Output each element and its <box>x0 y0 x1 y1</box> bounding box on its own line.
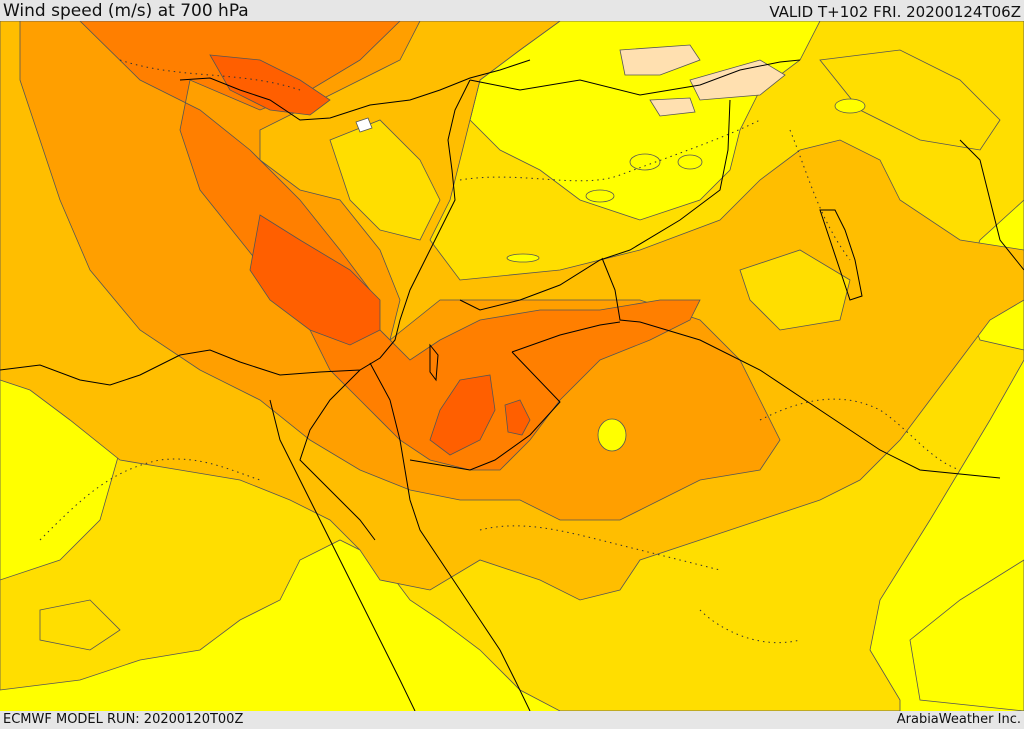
band-1-southeast-patch <box>909 559 1024 711</box>
light-patch-1 <box>619 44 701 76</box>
jordan-border <box>409 321 621 471</box>
white-patch <box>355 117 373 133</box>
wind-speed-map <box>0 21 1024 711</box>
band-2-island-3 <box>739 249 851 331</box>
jordan-saudi-border <box>601 257 1001 479</box>
red-sea-east-coast <box>404 469 531 711</box>
map-title: Wind speed (m/s) at 700 hPa <box>3 1 249 21</box>
dotted-contours <box>39 59 961 644</box>
band-6-area-3 <box>504 399 531 436</box>
yellow-blob-2 <box>629 153 661 171</box>
band-2-west-patch <box>39 599 121 651</box>
turkey-syria-border <box>469 59 801 96</box>
valid-time-label: VALID T+102 FRI. 20200124T06Z <box>769 3 1021 21</box>
coastline-turkey <box>179 59 531 121</box>
yellow-blob-3 <box>677 154 703 170</box>
band-6-area-2 <box>429 374 496 456</box>
syria-iraq-border <box>459 99 731 311</box>
east-coast <box>959 139 1024 271</box>
model-run-label: ECMWF MODEL RUN: 20200120T00Z <box>3 712 244 727</box>
band-6-area-4 <box>209 54 331 116</box>
yellow-blob-6 <box>506 253 540 263</box>
footer-bar: ECMWF MODEL RUN: 20200120T00Z ArabiaWeat… <box>0 711 1024 729</box>
dead-sea-outline <box>429 343 439 382</box>
red-sea-west-coast <box>269 399 416 711</box>
band-2-island-2 <box>819 49 1001 151</box>
borders <box>0 59 1024 711</box>
sinai-border <box>369 362 406 471</box>
credit-label: ArabiaWeather Inc. <box>896 712 1021 727</box>
light-patch-3 <box>649 97 696 117</box>
band-2-island-1 <box>329 119 441 241</box>
gulf-coast <box>819 209 863 301</box>
light-patch-2 <box>689 59 786 101</box>
band-6-area-1 <box>249 214 381 346</box>
yellow-blob-5 <box>585 189 615 203</box>
header-bar: Wind speed (m/s) at 700 hPa VALID T+102 … <box>0 0 1024 21</box>
yellow-blob-1 <box>597 418 627 452</box>
gulf-of-suez-coast <box>299 369 376 541</box>
yellow-blob-4 <box>834 98 866 114</box>
